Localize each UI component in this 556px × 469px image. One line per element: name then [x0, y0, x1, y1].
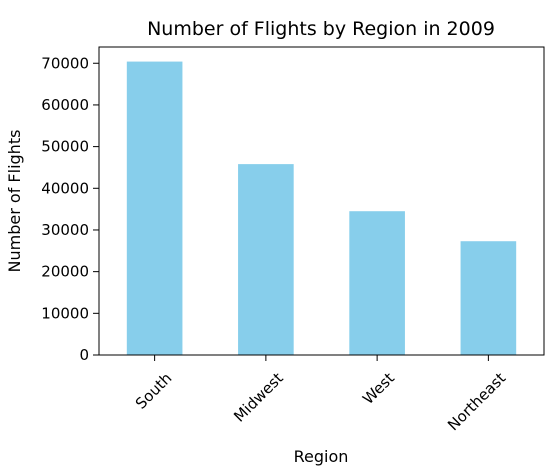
y-tick-label: 10000	[41, 304, 89, 322]
plot-area: 0 10000 20000 30000 40000 50000 60000 70000 Sout…	[41, 46, 545, 434]
y-tick-label: 30000	[41, 221, 89, 239]
x-axis-label: Region	[294, 447, 349, 466]
x-tick-label-south: South	[132, 369, 176, 413]
x-tick-label-northeast: Northeast	[444, 369, 509, 434]
y-axis-label: Number of Flights	[5, 130, 24, 273]
chart-title: Number of Flights by Region in 2009	[147, 18, 495, 40]
bar-south	[126, 61, 183, 355]
y-tick-label: 40000	[41, 179, 89, 197]
y-tick-label: 0	[79, 346, 89, 364]
bar-northeast	[460, 241, 517, 355]
x-tick-label-west: West	[359, 369, 398, 408]
bar-midwest	[238, 164, 294, 355]
axes-frame	[98, 46, 545, 356]
y-tick-label: 50000	[41, 138, 89, 156]
y-tick-label: 70000	[41, 54, 89, 72]
bar-west	[349, 211, 405, 355]
x-tick-label-midwest: Midwest	[230, 369, 287, 426]
y-tick-label: 20000	[41, 263, 89, 281]
y-tick-label: 60000	[41, 96, 89, 114]
